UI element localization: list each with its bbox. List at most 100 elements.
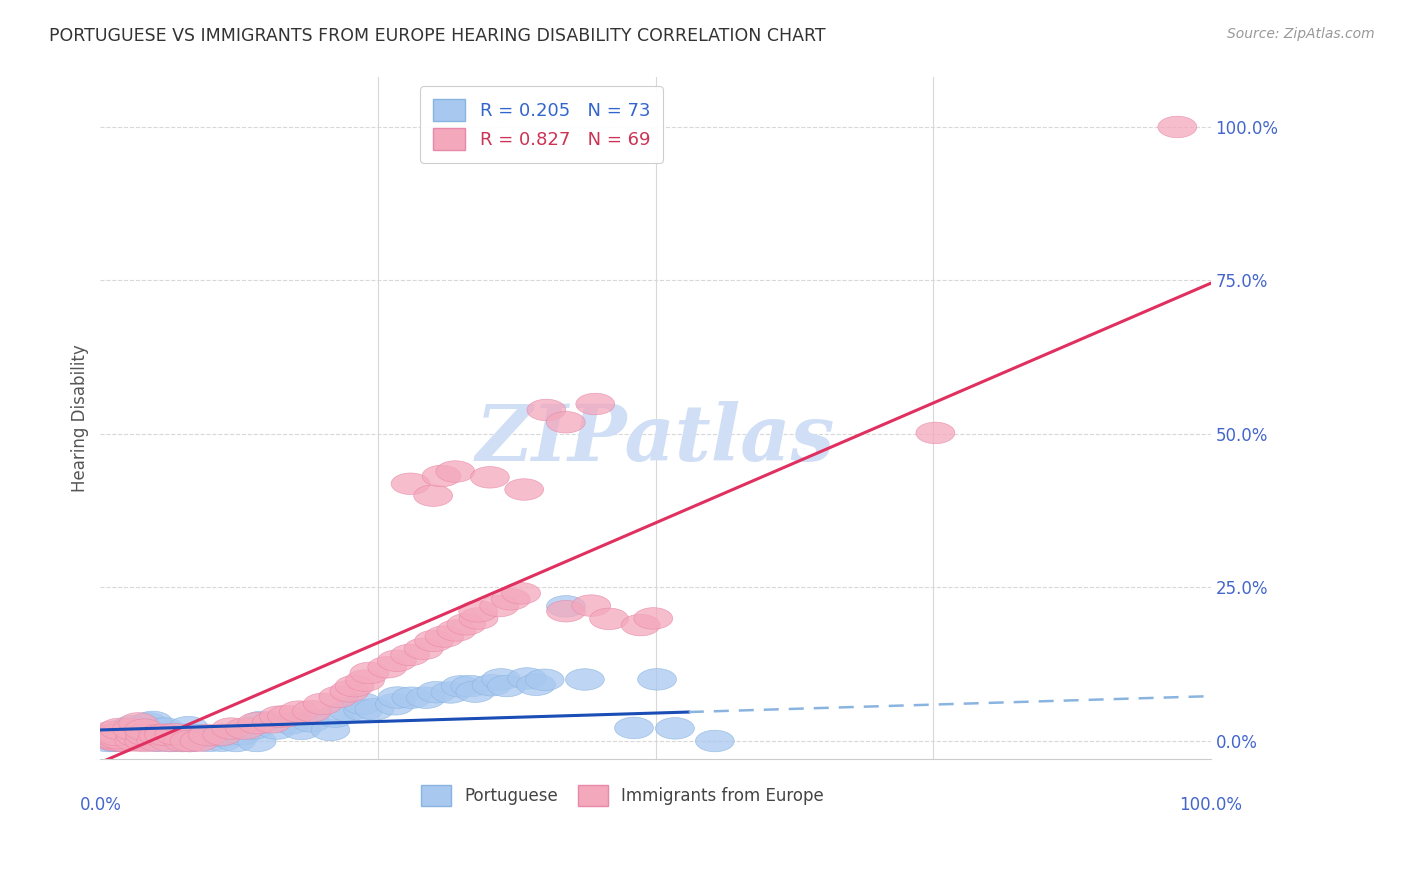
Ellipse shape <box>233 718 273 739</box>
Ellipse shape <box>170 731 209 752</box>
Ellipse shape <box>153 723 193 745</box>
Ellipse shape <box>145 724 183 746</box>
Ellipse shape <box>222 723 262 745</box>
Ellipse shape <box>271 713 311 734</box>
Ellipse shape <box>139 723 177 745</box>
Ellipse shape <box>202 725 242 747</box>
Ellipse shape <box>441 675 479 698</box>
Ellipse shape <box>391 473 430 494</box>
Ellipse shape <box>413 485 453 507</box>
Ellipse shape <box>107 718 146 739</box>
Ellipse shape <box>145 718 184 739</box>
Ellipse shape <box>89 731 128 752</box>
Legend: Portuguese, Immigrants from Europe: Portuguese, Immigrants from Europe <box>413 779 831 813</box>
Ellipse shape <box>471 467 509 488</box>
Ellipse shape <box>432 681 470 703</box>
Ellipse shape <box>456 681 495 702</box>
Ellipse shape <box>169 716 208 738</box>
Ellipse shape <box>129 713 167 734</box>
Ellipse shape <box>356 698 394 720</box>
Ellipse shape <box>132 724 172 746</box>
Ellipse shape <box>491 589 530 610</box>
Ellipse shape <box>589 608 628 630</box>
Ellipse shape <box>93 721 132 742</box>
Ellipse shape <box>98 728 138 749</box>
Ellipse shape <box>150 731 188 752</box>
Ellipse shape <box>112 718 152 740</box>
Ellipse shape <box>527 400 565 421</box>
Text: ZIPatlas: ZIPatlas <box>475 401 835 477</box>
Ellipse shape <box>190 731 229 752</box>
Text: Source: ZipAtlas.com: Source: ZipAtlas.com <box>1227 27 1375 41</box>
Ellipse shape <box>217 731 256 752</box>
Ellipse shape <box>167 723 205 745</box>
Ellipse shape <box>565 669 605 690</box>
Ellipse shape <box>202 724 242 746</box>
Ellipse shape <box>447 614 485 635</box>
Ellipse shape <box>526 669 564 690</box>
Ellipse shape <box>257 718 297 739</box>
Ellipse shape <box>111 730 150 751</box>
Ellipse shape <box>91 727 131 748</box>
Ellipse shape <box>375 694 415 715</box>
Ellipse shape <box>100 718 139 739</box>
Ellipse shape <box>104 731 143 752</box>
Ellipse shape <box>136 730 176 751</box>
Ellipse shape <box>696 731 734 752</box>
Ellipse shape <box>125 724 165 746</box>
Ellipse shape <box>418 681 456 703</box>
Ellipse shape <box>547 600 585 622</box>
Ellipse shape <box>162 731 201 752</box>
Ellipse shape <box>392 687 430 708</box>
Ellipse shape <box>304 693 342 714</box>
Ellipse shape <box>138 731 177 752</box>
Ellipse shape <box>508 668 547 690</box>
Ellipse shape <box>368 657 406 678</box>
Ellipse shape <box>482 669 520 690</box>
Ellipse shape <box>195 725 233 747</box>
Ellipse shape <box>472 674 510 696</box>
Ellipse shape <box>378 687 418 708</box>
Ellipse shape <box>343 699 382 721</box>
Ellipse shape <box>292 711 330 732</box>
Ellipse shape <box>267 706 307 727</box>
Ellipse shape <box>87 724 127 746</box>
Ellipse shape <box>621 615 659 636</box>
Ellipse shape <box>238 731 276 752</box>
Ellipse shape <box>488 675 526 697</box>
Ellipse shape <box>108 728 148 749</box>
Text: PORTUGUESE VS IMMIGRANTS FROM EUROPE HEARING DISABILITY CORRELATION CHART: PORTUGUESE VS IMMIGRANTS FROM EUROPE HEA… <box>49 27 825 45</box>
Ellipse shape <box>406 687 446 708</box>
Ellipse shape <box>1159 116 1197 137</box>
Ellipse shape <box>120 722 157 743</box>
Ellipse shape <box>350 662 389 683</box>
Ellipse shape <box>202 730 242 751</box>
Ellipse shape <box>125 719 163 740</box>
Ellipse shape <box>260 706 298 727</box>
Ellipse shape <box>97 724 136 746</box>
Ellipse shape <box>252 712 291 733</box>
Ellipse shape <box>180 730 219 751</box>
Ellipse shape <box>188 724 228 746</box>
Ellipse shape <box>93 724 131 746</box>
Ellipse shape <box>132 717 172 739</box>
Ellipse shape <box>120 713 157 734</box>
Ellipse shape <box>94 730 132 751</box>
Ellipse shape <box>415 630 454 652</box>
Ellipse shape <box>404 638 443 659</box>
Ellipse shape <box>436 461 475 483</box>
Ellipse shape <box>96 725 134 747</box>
Ellipse shape <box>172 731 211 752</box>
Ellipse shape <box>134 711 172 732</box>
Ellipse shape <box>346 670 384 691</box>
Ellipse shape <box>343 693 382 714</box>
Ellipse shape <box>547 596 585 617</box>
Ellipse shape <box>174 724 214 746</box>
Ellipse shape <box>238 713 277 734</box>
Ellipse shape <box>96 731 134 752</box>
Ellipse shape <box>315 706 354 727</box>
Ellipse shape <box>458 600 498 622</box>
Ellipse shape <box>97 730 136 751</box>
Ellipse shape <box>655 718 695 739</box>
Ellipse shape <box>169 731 208 752</box>
